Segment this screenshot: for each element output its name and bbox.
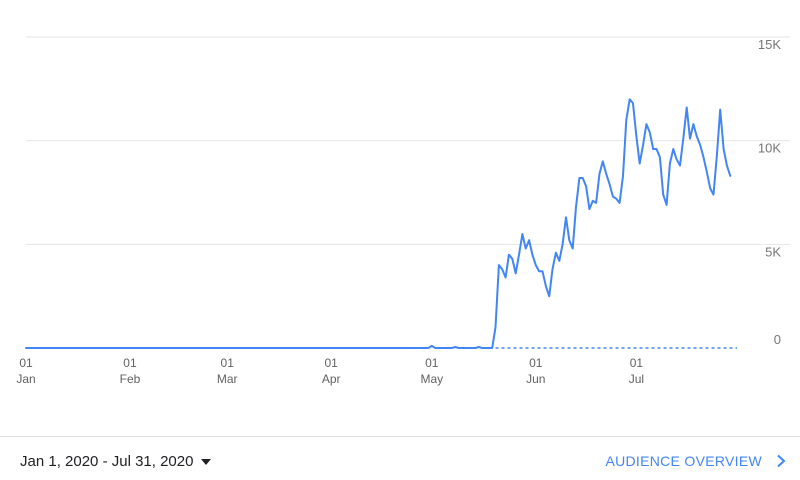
x-tick-month: Jun xyxy=(526,372,545,386)
date-range-selector[interactable]: Jan 1, 2020 - Jul 31, 2020 xyxy=(20,453,212,470)
x-tick-day: 01 xyxy=(19,356,33,370)
x-tick-day: 01 xyxy=(221,356,235,370)
x-tick-month: Jan xyxy=(16,372,35,386)
x-tick-day: 01 xyxy=(123,356,137,370)
y-tick-label: 0 xyxy=(774,332,781,347)
chevron-right-icon xyxy=(777,454,786,468)
series-line xyxy=(25,98,732,349)
audience-overview-link[interactable]: AUDIENCE OVERVIEW xyxy=(605,453,786,469)
y-tick-label: 5K xyxy=(765,244,781,259)
date-range-label: Jan 1, 2020 - Jul 31, 2020 xyxy=(20,453,194,470)
chart-footer: Jan 1, 2020 - Jul 31, 2020 AUDIENCE OVER… xyxy=(0,436,800,480)
x-tick-month: May xyxy=(420,372,443,386)
y-tick-label: 15K xyxy=(758,37,781,52)
x-tick-month: Mar xyxy=(217,372,238,386)
x-tick-day: 01 xyxy=(325,356,339,370)
x-tick-month: Feb xyxy=(120,372,141,386)
x-tick-day: 01 xyxy=(630,356,644,370)
x-tick-month: Apr xyxy=(322,372,341,386)
x-tick-month: Jul xyxy=(629,372,644,386)
audience-overview-label: AUDIENCE OVERVIEW xyxy=(605,453,762,469)
y-tick-label: 10K xyxy=(758,141,781,156)
caret-down-icon xyxy=(201,458,212,465)
x-tick-day: 01 xyxy=(425,356,439,370)
line-chart: 0 5K 10K 15K 01 Jan 01 Feb 01 Mar 01 Apr 01 May 01 Jun 0… xyxy=(16,36,790,386)
x-tick-day: 01 xyxy=(529,356,543,370)
